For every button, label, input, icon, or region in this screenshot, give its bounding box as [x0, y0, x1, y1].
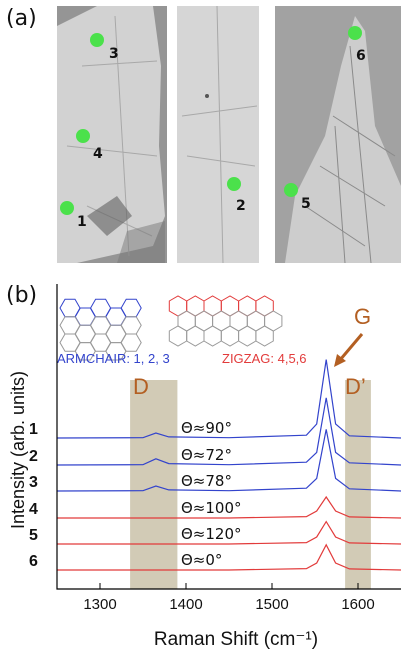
marker-label-2: 2	[236, 198, 246, 214]
axis-frame	[56, 284, 401, 590]
panel-b-label: (b)	[6, 283, 37, 308]
y-axis-label: Intensity (arb. units)	[8, 371, 28, 529]
armchair-lattice-icon	[59, 298, 142, 361]
micrograph-1: 3 4 1	[57, 6, 167, 263]
micrograph-2: 2	[177, 6, 259, 263]
marker-label-5: 5	[301, 196, 311, 212]
zigzag-lattice-icon	[168, 295, 283, 347]
spectrum-number-5: 5	[29, 527, 38, 544]
x-tick-label-1500: 1500	[255, 596, 288, 613]
spectrum-line-1	[56, 359, 401, 439]
x-axis-label: Raman Shift (cm⁻¹)	[154, 629, 318, 650]
x-tick-label-1600: 1600	[341, 596, 374, 613]
spectrum-number-6: 6	[29, 553, 38, 570]
marker-2	[227, 177, 241, 191]
spectrum-line-3	[56, 429, 401, 492]
spectrum-line-2	[56, 397, 401, 466]
marker-label-6: 6	[356, 48, 366, 64]
g-arrowhead	[334, 354, 346, 367]
zigzag-legend: ZIGZAG: 4,5,6	[222, 351, 307, 366]
g-arrow	[338, 333, 364, 361]
marker-label-1: 1	[77, 214, 87, 230]
shaded-band-d-prime	[345, 380, 371, 589]
marker-1	[60, 201, 74, 215]
spectrum-angle-3: Θ≈78°	[181, 472, 232, 490]
armchair-legend: ARMCHAIR: 1, 2, 3	[57, 351, 170, 366]
spectrum-line-5	[57, 520, 401, 545]
panel-a-label: (a)	[6, 6, 37, 31]
peak-label-g: G	[354, 304, 371, 329]
x-tick-label-1300: 1300	[83, 596, 116, 613]
spectrum-angle-2: Θ≈72°	[181, 446, 232, 464]
marker-4	[76, 129, 90, 143]
micrograph-3: 6 5	[275, 6, 401, 263]
spectrum-number-2: 2	[29, 448, 38, 465]
band-label-d: D	[133, 374, 149, 399]
spectrum-line-6	[57, 543, 401, 571]
spectrum-number-3: 3	[29, 474, 38, 491]
marker-5	[284, 183, 298, 197]
spectrum-number-1: 1	[29, 421, 38, 438]
spectrum-angle-6: Θ≈0°	[181, 551, 222, 569]
marker-6	[348, 26, 362, 40]
raman-spectra-chart: (b) ARMCHAIR: 1, 2, 3 ZIGZAG: 4,5,6 D D’…	[6, 283, 401, 650]
marker-3	[90, 33, 104, 47]
x-tick-label-1400: 1400	[169, 596, 202, 613]
spectrum-angle-5: Θ≈120°	[181, 525, 242, 543]
spectrum-angle-4: Θ≈100°	[181, 499, 242, 517]
band-label-d-prime: D’	[345, 374, 366, 399]
spectrum-line-4	[57, 495, 401, 519]
marker-label-3: 3	[109, 46, 119, 62]
spectrum-angle-1: Θ≈90°	[181, 419, 232, 437]
marker-label-4: 4	[93, 146, 103, 162]
spectrum-number-4: 4	[29, 501, 38, 518]
shaded-band-d	[130, 380, 178, 589]
